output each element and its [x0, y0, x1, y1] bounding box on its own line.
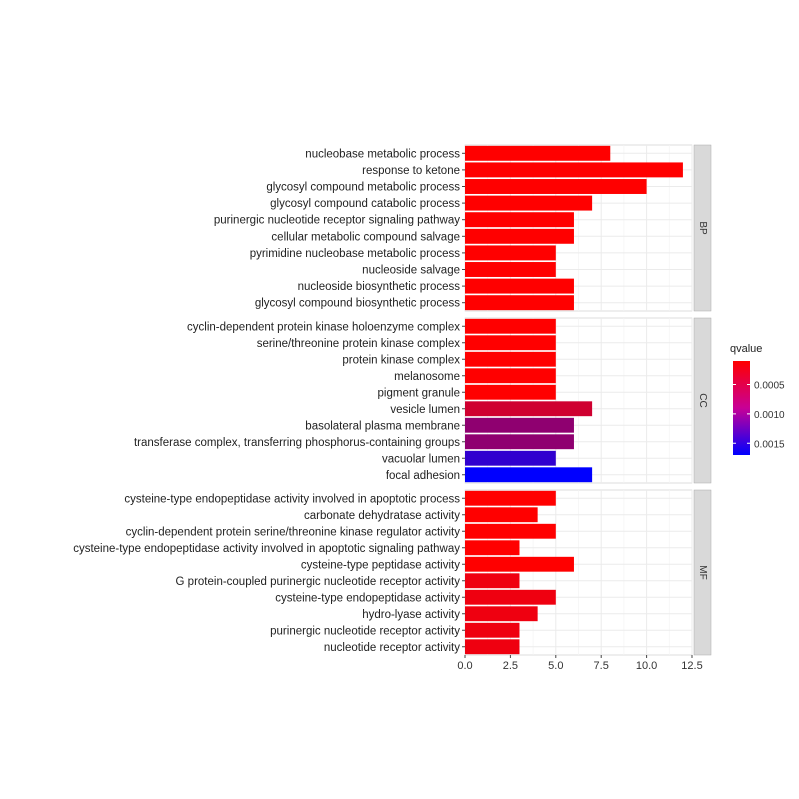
facet-strip-cc	[693, 317, 712, 484]
category-label: transferase complex, transferring phosph…	[134, 437, 460, 449]
bar	[465, 162, 683, 178]
category-label: focal adhesion	[386, 470, 460, 482]
legend-tick-label: 0.0015	[754, 439, 785, 450]
category-label: glycosyl compound biosynthetic process	[255, 298, 460, 310]
bar	[465, 212, 574, 228]
bar	[465, 450, 556, 466]
bar	[465, 318, 556, 334]
facet-strip-label: MF	[697, 565, 708, 579]
category-label: glycosyl compound catabolic process	[270, 198, 460, 210]
facet-strip-bp	[693, 144, 712, 312]
category-label: response to ketone	[362, 165, 460, 177]
bar	[465, 262, 556, 277]
bar	[465, 228, 574, 244]
category-label: pyrimidine nucleobase metabolic process	[250, 248, 461, 260]
x-tick-label: 0.0	[457, 660, 472, 672]
category-label: protein kinase complex	[342, 354, 460, 366]
category-label: basolateral plasma membrane	[305, 420, 460, 432]
category-label: cysteine-type peptidase activity	[301, 559, 460, 571]
facet-strip-label: CC	[697, 393, 708, 407]
bar	[465, 401, 593, 417]
bar	[465, 368, 556, 384]
x-tick-label: 2.5	[503, 660, 518, 672]
bar	[465, 335, 556, 351]
category-label: purinergic nucleotide receptor activity	[270, 625, 460, 637]
category-label: nucleoside salvage	[362, 265, 460, 277]
category-label: cellular metabolic compound salvage	[271, 231, 460, 243]
bar	[465, 556, 574, 572]
bar	[465, 179, 647, 194]
category-label: vacuolar lumen	[382, 453, 460, 465]
bar	[465, 434, 574, 450]
bar	[465, 622, 520, 638]
legend-colorbar	[733, 361, 750, 455]
facet-strip-label: BP	[697, 221, 708, 235]
bar	[465, 639, 520, 655]
category-label: cysteine-type endopeptidase activity inv…	[73, 543, 460, 555]
bar	[465, 145, 611, 161]
category-label: cyclin-dependent protein kinase holoenzy…	[187, 321, 460, 333]
bar	[465, 540, 520, 556]
category-label: cysteine-type endopeptidase activity inv…	[124, 493, 460, 505]
category-label: purinergic nucleotide receptor signaling…	[214, 215, 460, 227]
category-label: hydro-lyase activity	[362, 609, 460, 621]
bar	[465, 523, 556, 539]
bar	[465, 278, 574, 294]
legend-tick-label: 0.0010	[754, 410, 785, 421]
bar	[465, 573, 520, 589]
bar	[465, 384, 556, 400]
legend-tick-label: 0.0005	[754, 381, 785, 392]
bar	[465, 507, 538, 523]
bar	[465, 295, 574, 311]
bar	[465, 195, 593, 211]
category-label: carbonate dehydratase activity	[304, 510, 460, 522]
category-label: serine/threonine protein kinase complex	[257, 338, 461, 350]
category-label: glycosyl compound metabolic process	[266, 182, 460, 194]
bar	[465, 606, 538, 622]
x-tick-label: 12.5	[681, 660, 702, 672]
category-label: nucleotide receptor activity	[324, 642, 460, 654]
x-tick-label: 7.5	[594, 660, 609, 672]
bar	[465, 417, 574, 433]
bar	[465, 467, 593, 483]
category-label: cyclin-dependent protein serine/threonin…	[126, 526, 461, 538]
x-tick-label: 5.0	[548, 660, 563, 672]
category-label: nucleoside biosynthetic process	[298, 281, 461, 293]
x-tick-label: 10.0	[636, 660, 657, 672]
facet-strip-mf	[693, 489, 712, 656]
category-label: nucleobase metabolic process	[305, 148, 460, 160]
bar	[465, 589, 556, 605]
category-label: G protein-coupled purinergic nucleotide …	[176, 576, 461, 588]
category-label: vesicle lumen	[390, 404, 460, 416]
category-label: pigment granule	[378, 387, 460, 399]
legend-title: qvalue	[730, 343, 762, 355]
bar	[465, 490, 556, 506]
category-label: cysteine-type endopeptidase activity	[275, 592, 460, 604]
bar	[465, 245, 556, 261]
category-label: melanosome	[394, 371, 460, 383]
bar	[465, 351, 556, 367]
